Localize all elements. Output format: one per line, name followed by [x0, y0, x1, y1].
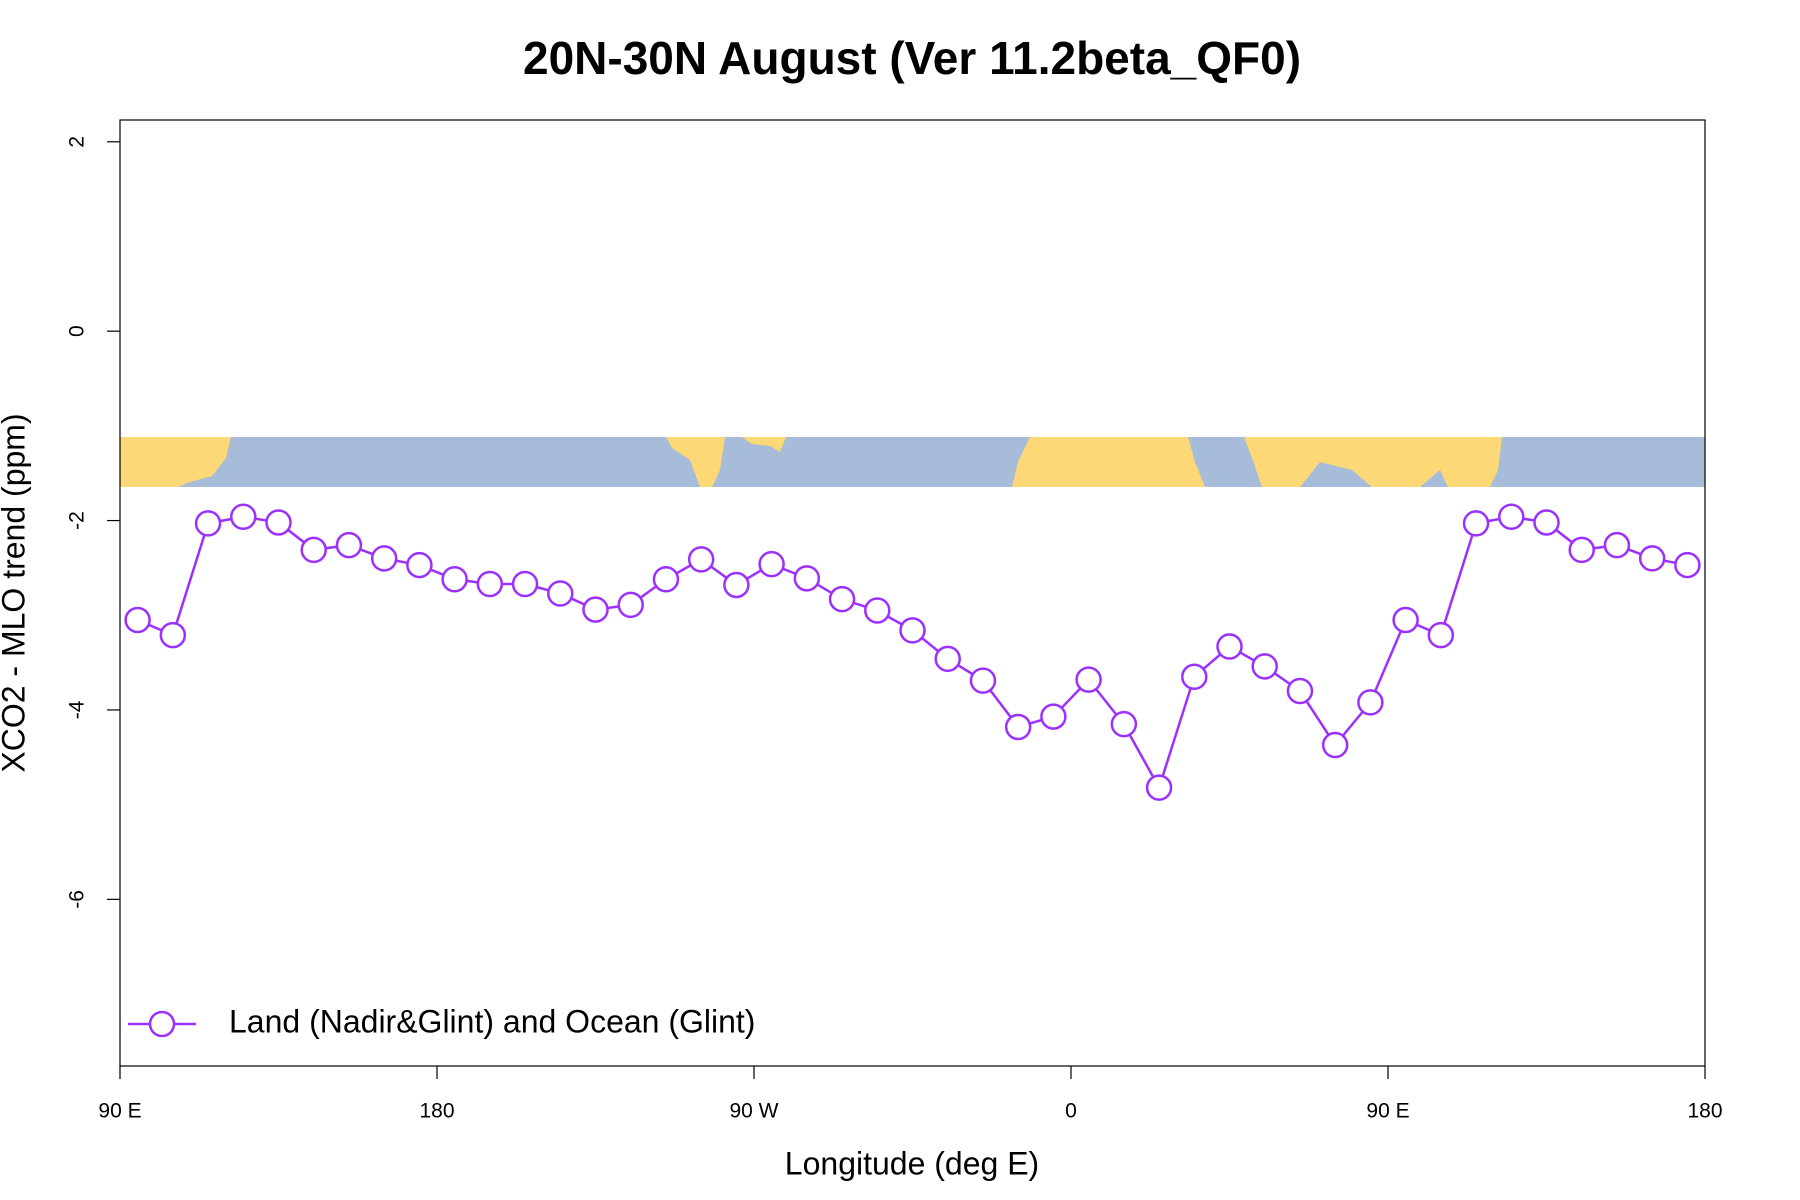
legend: Land (Nadir&Glint) and Ocean (Glint): [128, 1003, 755, 1039]
data-point: [899, 617, 926, 644]
map-strip: [120, 437, 1705, 487]
data-point: [1603, 531, 1631, 559]
data-point: [265, 509, 292, 536]
y-tick-label: 2: [66, 136, 89, 148]
data-point: [406, 551, 433, 579]
data-point: [547, 580, 574, 607]
legend-label: Land (Nadir&Glint) and Ocean (Glint): [229, 1003, 755, 1039]
x-tick-label: 180: [419, 1100, 454, 1123]
data-point: [793, 565, 821, 592]
x-tick-label: 90 W: [729, 1100, 778, 1123]
y-tick-label: 0: [66, 325, 89, 337]
data-point: [687, 546, 715, 573]
data-point: [864, 597, 891, 624]
data-point: [230, 503, 257, 531]
x-axis-label: Longitude (deg E): [785, 1145, 1039, 1181]
data-point: [1427, 621, 1455, 649]
data-point: [1216, 633, 1243, 660]
data-point: [194, 510, 222, 537]
data-point: [1462, 510, 1490, 537]
data-point: [1145, 774, 1173, 801]
data-point: [511, 570, 539, 598]
data-point: [1498, 503, 1525, 531]
data-point: [1357, 689, 1384, 716]
data-point: [1533, 509, 1560, 536]
data-point: [441, 566, 468, 593]
land: [666, 437, 725, 487]
data-point: [124, 606, 151, 634]
data-point: [1674, 551, 1701, 579]
data-point: [159, 621, 187, 649]
data-point: [1568, 536, 1595, 564]
land: [1244, 437, 1502, 487]
data-point: [1040, 703, 1067, 730]
x-tick-label: 180: [1687, 1100, 1722, 1123]
data-point: [1392, 606, 1419, 634]
data-point: [1004, 713, 1032, 741]
data-point: [828, 585, 856, 613]
plot-frame: [119, 119, 1706, 1067]
data-point: [1286, 677, 1314, 705]
data-point: [476, 570, 504, 598]
x-tick-label: 0: [1065, 1100, 1077, 1123]
data-point: [934, 645, 961, 673]
data-point: [1181, 663, 1208, 691]
data-point: [582, 596, 609, 623]
data-point: [617, 591, 644, 619]
data-point: [370, 545, 398, 572]
land: [1012, 437, 1205, 487]
chart-title: 20N-30N August (Ver 11.2beta_QF0): [523, 32, 1301, 84]
data-point: [758, 550, 785, 578]
data-point: [300, 536, 327, 564]
data-point: [1321, 731, 1349, 759]
land: [742, 437, 786, 452]
data-point: [652, 566, 680, 593]
data-point: [335, 531, 363, 559]
data-point: [723, 571, 750, 599]
data-point: [1251, 653, 1278, 680]
data-point: [969, 667, 997, 694]
x-tick-label: 90 E: [1366, 1100, 1409, 1123]
data-point: [1110, 710, 1138, 738]
y-axis-label: XCO2 - MLO trend (ppm): [0, 413, 31, 772]
data-point: [1075, 666, 1102, 693]
legend-marker: [148, 1010, 176, 1038]
land: [120, 437, 231, 487]
y-tick-label: -2: [66, 511, 89, 530]
data-point: [1638, 545, 1666, 572]
x-tick-label: 90 E: [98, 1100, 141, 1123]
y-tick-label: -6: [66, 890, 89, 909]
y-tick-label: -4: [66, 700, 89, 719]
